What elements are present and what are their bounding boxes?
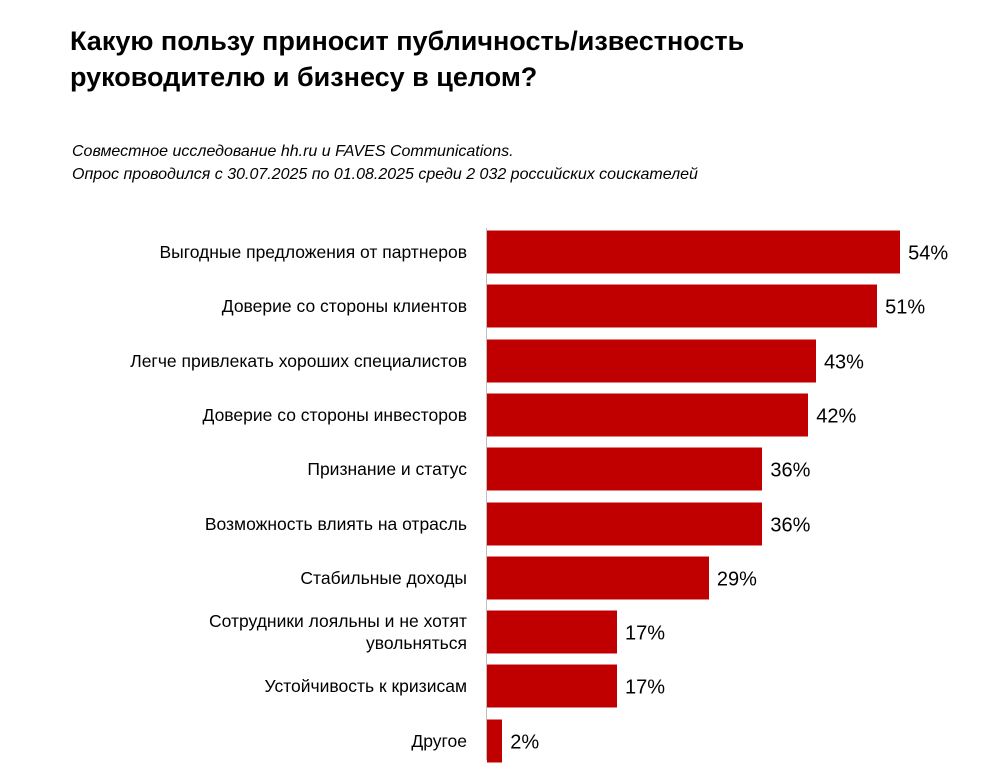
value-label: 17% (625, 676, 666, 699)
bar (487, 502, 763, 545)
subtitle: Опрос проводился с 30.07.2025 по 01.08.2… (72, 166, 698, 183)
value-label: 29% (716, 568, 757, 591)
value-label: 2% (510, 731, 540, 754)
category-label: Легче привлекать хороших специалистов (130, 350, 467, 371)
chart-title: Какую пользу приносит публичность/извест… (70, 26, 745, 56)
axis-line (486, 228, 487, 760)
category-label: Доверие со стороны клиентов (221, 296, 467, 317)
value-label: 43% (823, 351, 864, 374)
category-label: Другое (411, 730, 467, 751)
bar (487, 447, 763, 491)
bar (487, 393, 809, 437)
category-label: Стабильные доходы (300, 567, 467, 588)
value-label: 42% (816, 405, 857, 428)
value-label: 51% (885, 296, 926, 319)
category-label: Возможность влиять на отрасль (204, 513, 467, 534)
bar (487, 284, 878, 328)
category-label: Выгодные предложения от партнеров (159, 242, 467, 262)
category-label: Доверие со стороны инвесторов (202, 404, 467, 425)
category-label: Признание и статус (307, 459, 467, 480)
bar (487, 230, 901, 274)
bar (487, 339, 816, 383)
category-label: Сотрудники лояльны и не хотят увольнятьс… (208, 611, 467, 654)
category-label: Устойчивость к кризисам (264, 676, 468, 697)
bar (487, 610, 618, 654)
bar (487, 719, 503, 763)
chart-title: руководителю и бизнесу в целом? (70, 62, 538, 92)
subtitle: Совместное исследование hh.ru и FAVES Co… (72, 143, 514, 160)
value-label: 17% (625, 622, 666, 645)
value-label: 54% (908, 242, 949, 265)
bar (487, 664, 618, 708)
bar (487, 556, 709, 600)
value-label: 36% (770, 514, 811, 536)
value-label: 36% (770, 459, 811, 482)
